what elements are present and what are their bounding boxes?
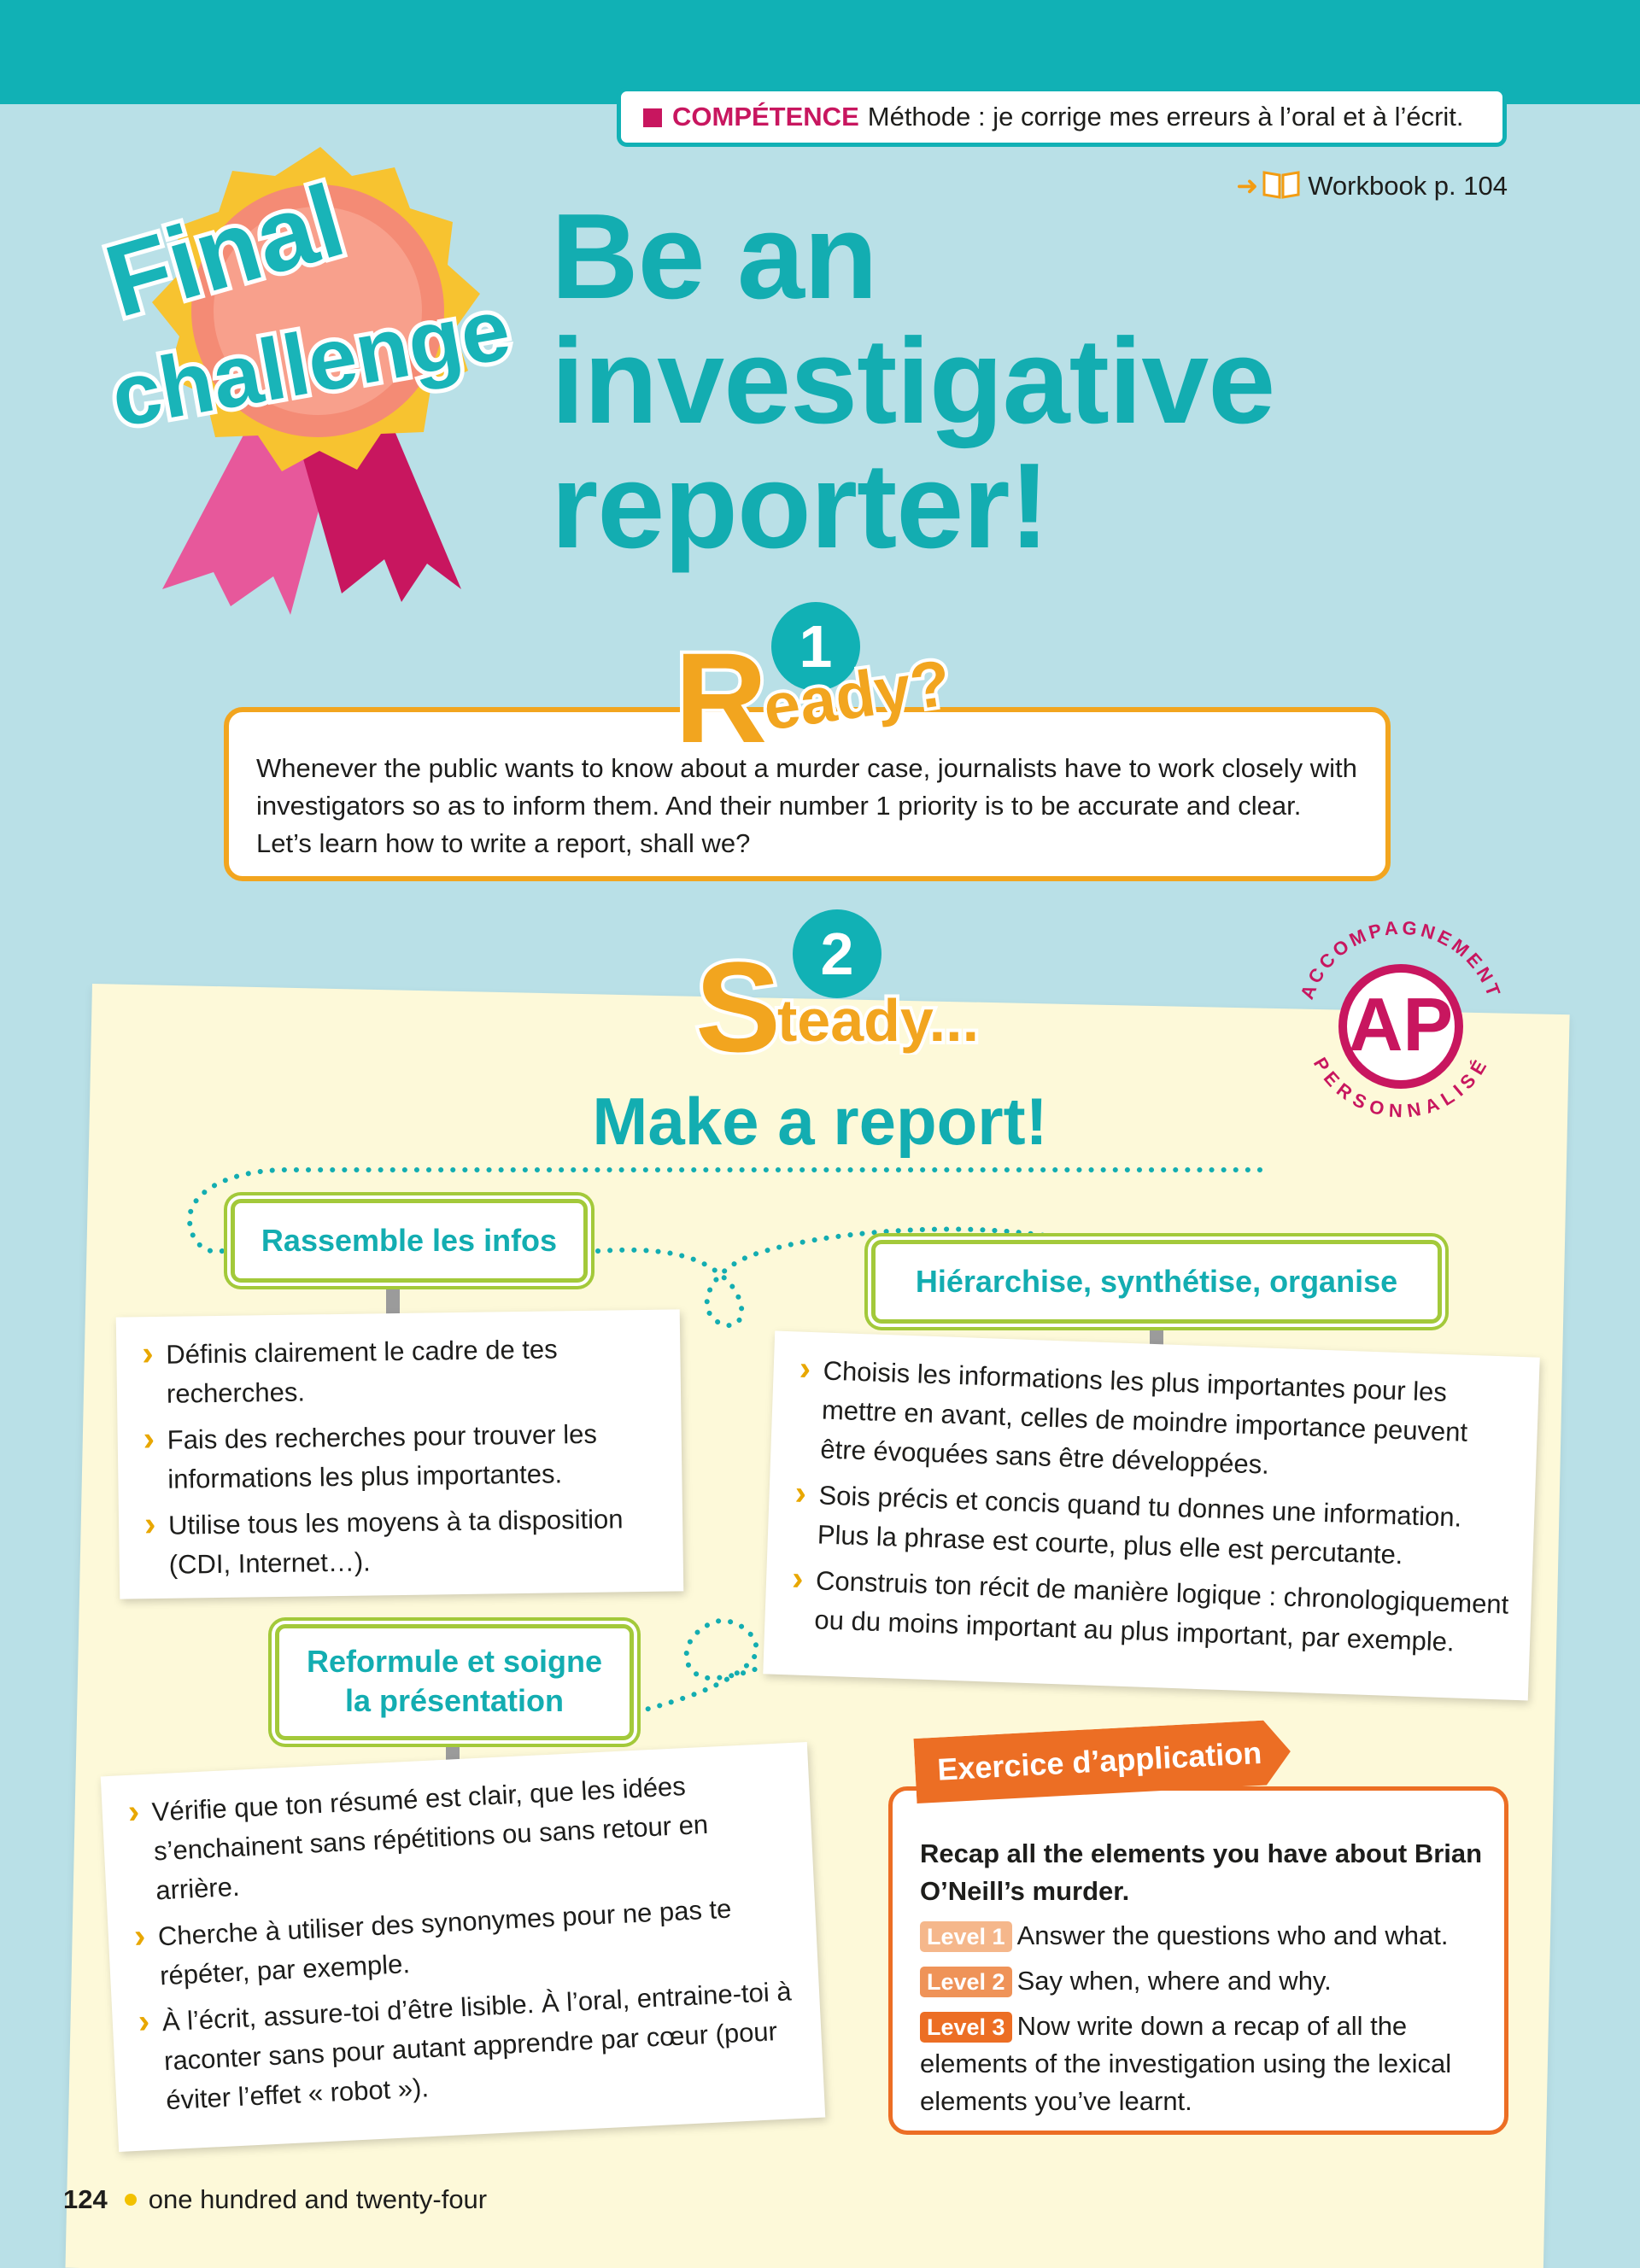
level-text: Answer the questions who and what.	[1016, 1920, 1449, 1950]
steady-rest: teady...	[777, 987, 979, 1054]
workbook-reference[interactable]: ➜ Workbook p. 104	[1213, 167, 1508, 205]
page-number: 124	[63, 2184, 108, 2214]
list-item: Définis clairement le cadre de tes reche…	[142, 1329, 660, 1414]
page-number-words: one hundred and twenty-four	[148, 2184, 488, 2214]
ready-intro-text: Whenever the public wants to know about …	[256, 753, 1357, 858]
list-item: Utilise tous les moyens à ta disposition…	[144, 1499, 663, 1585]
title-line-3: reporter!	[551, 438, 1050, 574]
final-challenge-badge: Final challenge	[85, 128, 521, 623]
square-bullet-icon	[643, 108, 662, 127]
gather-card: Définis clairement le cadre de tes reche…	[115, 1309, 684, 1599]
level-badge: Level 3	[920, 2012, 1012, 2043]
title-line-1: Be an	[551, 189, 878, 324]
step-gather-title: Rassemble les infos	[231, 1199, 588, 1283]
level-text: Now write down a recap of all the elemen…	[920, 2011, 1452, 2116]
page-footer: 124 one hundred and twenty-four	[63, 2181, 487, 2218]
organize-card: Choisis les informations les plus import…	[763, 1330, 1540, 1701]
ap-stamp: AP ACCOMPAGNEMENT PERSONNALISÉ	[1273, 898, 1529, 1154]
competence-label: COMPÉTENCE	[672, 102, 859, 132]
level-badge: Level 2	[920, 1967, 1012, 1997]
page-title: Be an investigative reporter!	[551, 195, 1405, 569]
steady-number: 2	[821, 921, 854, 987]
top-band	[0, 0, 1640, 104]
list-item: Fais des recherches pour trouver les inf…	[143, 1414, 661, 1499]
arrow-right-icon: ➜	[1236, 171, 1259, 201]
exercise-tab: Exercice d’application	[913, 1719, 1292, 1812]
ready-number: 1	[800, 613, 833, 680]
step-rephrase-title-line2: la présentation	[344, 1683, 565, 1718]
list-item: Construis ton récit de manière logique :…	[790, 1560, 1512, 1663]
book-icon	[1262, 169, 1301, 210]
list-item: Sois précis et concis quand tu donnes un…	[793, 1475, 1514, 1578]
ap-center: AP	[1349, 982, 1453, 1067]
rephrase-card: Vérifie que ton résumé est clair, que le…	[100, 1742, 826, 2152]
step-rephrase-title: Reformule et soigne la présentation	[275, 1624, 634, 1740]
make-report-heading: Make a report!	[592, 1084, 1048, 1159]
level-badge: Level 1	[920, 1921, 1012, 1952]
list-item: Choisis les informations les plus import…	[796, 1351, 1519, 1493]
ready-intro-box: Whenever the public wants to know about …	[224, 707, 1391, 881]
connector-post	[386, 1286, 400, 1317]
exercise-level-2: Level 2 Say when, where and why.	[920, 1962, 1484, 2000]
exercise-intro: Recap all the elements you have about Br…	[920, 1838, 1483, 1906]
list-item: À l’écrit, assure-toi d’être lisible. À …	[138, 1972, 804, 2122]
competence-text: Méthode : je corrige mes erreurs à l’ora…	[867, 102, 1464, 132]
workbook-text: Workbook p. 104	[1308, 171, 1508, 201]
title-line-2: investigative	[551, 313, 1275, 449]
step-organize-title: Hiérarchise, synthétise, organise	[871, 1240, 1442, 1324]
footer-dot-icon	[124, 2194, 137, 2206]
competence-banner: COMPÉTENCE Méthode : je corrige mes erreu…	[617, 87, 1507, 147]
exercise-box: Recap all the elements you have about Br…	[888, 1786, 1508, 2135]
exercise-level-1: Level 1 Answer the questions who and what…	[920, 1917, 1484, 1955]
list-item: Vérifie que ton résumé est clair, que le…	[127, 1762, 794, 1912]
step-rephrase-title-line1: Reformule et soigne	[306, 1644, 603, 1679]
level-text: Say when, where and why.	[1016, 1966, 1332, 1996]
exercise-level-3: Level 3 Now write down a recap of all the…	[920, 2008, 1484, 2120]
